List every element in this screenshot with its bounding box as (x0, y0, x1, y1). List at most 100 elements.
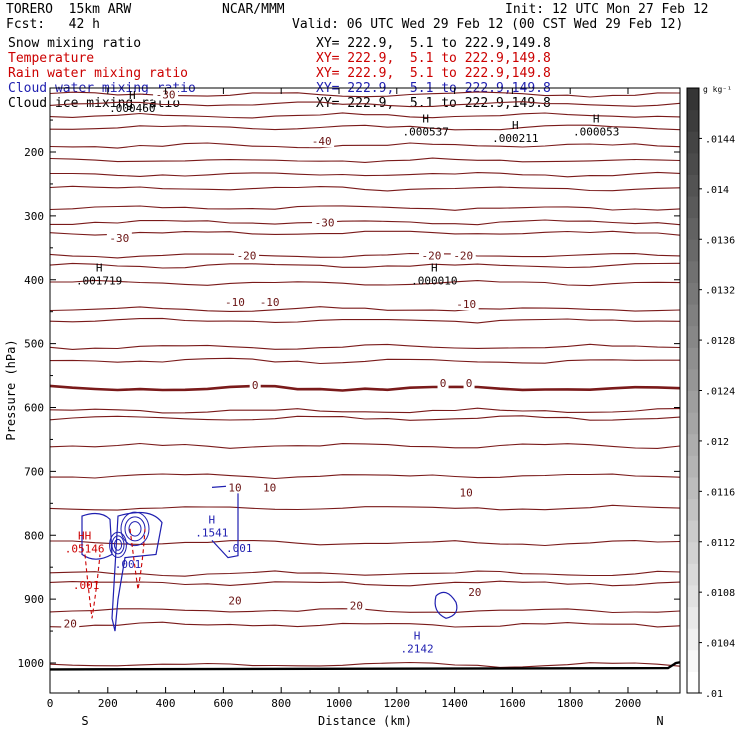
isotherm-label: -30 (315, 216, 335, 229)
x-tick-label: 1000 (326, 697, 353, 710)
isotherm-label: -40 (312, 135, 332, 148)
isotherm-line (49, 205, 681, 211)
x-tick-label: 2000 (615, 697, 642, 710)
isotherm-label-bg (225, 594, 244, 607)
y-tick-label: 200 (24, 146, 44, 159)
cloud-water-contour (81, 512, 113, 560)
rain-water-contour (129, 528, 146, 590)
isotherm-line (49, 407, 681, 414)
isotherm-line (49, 317, 681, 324)
extremum-marker: H (209, 514, 216, 527)
y-tick-label: 400 (24, 274, 44, 287)
y-tick-label: 800 (24, 529, 44, 542)
isotherm-label: -20 (453, 249, 473, 262)
colorbar-tick-label: .0108 (705, 588, 735, 599)
isotherm-label-bg (312, 216, 338, 229)
x-tick-label: 400 (156, 697, 176, 710)
colorbar-segment (687, 390, 699, 413)
extremum-marker: H (512, 119, 519, 132)
colorbar-segment (687, 196, 699, 219)
isotherm-line (49, 442, 681, 449)
field-label-rain: Rain water mixing ratio (8, 66, 189, 81)
colorbar-segment (687, 282, 699, 305)
isotherm-line (49, 252, 681, 259)
extremum-value: .000537 (403, 126, 449, 139)
extremum-marker: HH (78, 530, 91, 543)
colorbar-tick-label: .014 (705, 185, 729, 196)
extremum-value: .05146 (65, 543, 105, 556)
colorbar-tick-label: .012 (705, 437, 729, 448)
isotherm-label-bg (106, 232, 132, 245)
isotherm-line (50, 279, 681, 287)
isotherm-line (49, 262, 681, 269)
extremum-marker: H (96, 261, 103, 274)
colorbar-tick-label: .0112 (705, 538, 735, 549)
colorbar-tick-label: .0128 (705, 336, 735, 347)
isotherm-label-bg (418, 249, 444, 262)
isotherm-line (49, 124, 681, 131)
colorbar-segment (687, 131, 699, 154)
colorbar-segment (687, 455, 699, 478)
isotherm-line (50, 539, 681, 547)
isotherm-line (49, 415, 681, 421)
y-tick-label: 300 (24, 210, 44, 223)
cloud-water-core-contour (124, 516, 146, 542)
colorbar-frame (686, 87, 700, 694)
isotherm-label: 20 (350, 600, 363, 613)
y-tick-label: 700 (24, 465, 44, 478)
isotherm-line (49, 157, 681, 163)
isotherm-label: 20 (468, 586, 481, 599)
colorbar-segment (687, 325, 699, 348)
field-xy-snow: XY= 222.9, 5.1 to 222.9,149.8 (316, 36, 551, 51)
isotherm-label: -10 (456, 298, 476, 311)
isotherm-label: -10 (260, 296, 280, 309)
x-tick-label: 800 (271, 697, 291, 710)
isotherm-label: 0 (440, 377, 447, 390)
extremum-value: .000211 (492, 132, 538, 145)
isotherm-label-bg (453, 298, 479, 311)
cloud-water-contour (211, 484, 239, 559)
isotherm-label: 10 (228, 481, 241, 494)
init-time: Init: 12 UTC Mon 27 Feb 12 (505, 2, 709, 17)
field-label-cloud-water: Cloud water mixing ratio (8, 81, 196, 96)
isotherm-label-bg (457, 486, 476, 499)
colorbar-segment (687, 671, 699, 694)
isotherm-line (49, 384, 681, 392)
isotherm-line (49, 185, 681, 192)
isotherm-label: -30 (109, 232, 129, 245)
cloud-water-core-contour (120, 511, 150, 547)
isotherm-line (49, 608, 681, 614)
isotherm-line (49, 580, 681, 587)
isotherm-line (49, 306, 681, 312)
colorbar-segment (687, 368, 699, 391)
colorbar-segment (687, 520, 699, 543)
colorbar-tick-label: .0104 (705, 639, 735, 650)
isotherm-line (49, 142, 681, 149)
isotherm-label-bg (257, 296, 283, 309)
isotherm-line (49, 570, 681, 577)
x-tick-label: 1600 (499, 697, 526, 710)
colorbar-segment (687, 217, 699, 240)
center-title: NCAR/MMM (222, 2, 285, 17)
colorbar-segment (687, 412, 699, 435)
extremum-marker: H (422, 113, 429, 126)
isotherm-line (49, 357, 680, 365)
cloud-water-core-contour (109, 531, 127, 558)
isotherm-line (49, 504, 681, 511)
colorbar-segment (687, 498, 699, 521)
extremum-value: .2142 (400, 642, 433, 655)
extremum-marker: H (593, 113, 600, 126)
colorbar-segment (687, 109, 699, 132)
isotherm-label-bg (225, 481, 244, 494)
y-tick-label: 600 (24, 402, 44, 415)
colorbar-segment (687, 239, 699, 262)
field-xy-cloud-ice: XY= 222.9, 5.1 to 222.9,149.8 (316, 96, 551, 111)
isotherm-label-bg (249, 379, 261, 392)
model-title: TORERO 15km ARW (6, 2, 132, 17)
isotherm-label: 10 (263, 481, 276, 494)
plot-frame (49, 87, 681, 694)
colorbar-segment (687, 88, 699, 111)
colorbar-segment (687, 606, 699, 629)
cloud-water-core-contour (111, 535, 125, 555)
